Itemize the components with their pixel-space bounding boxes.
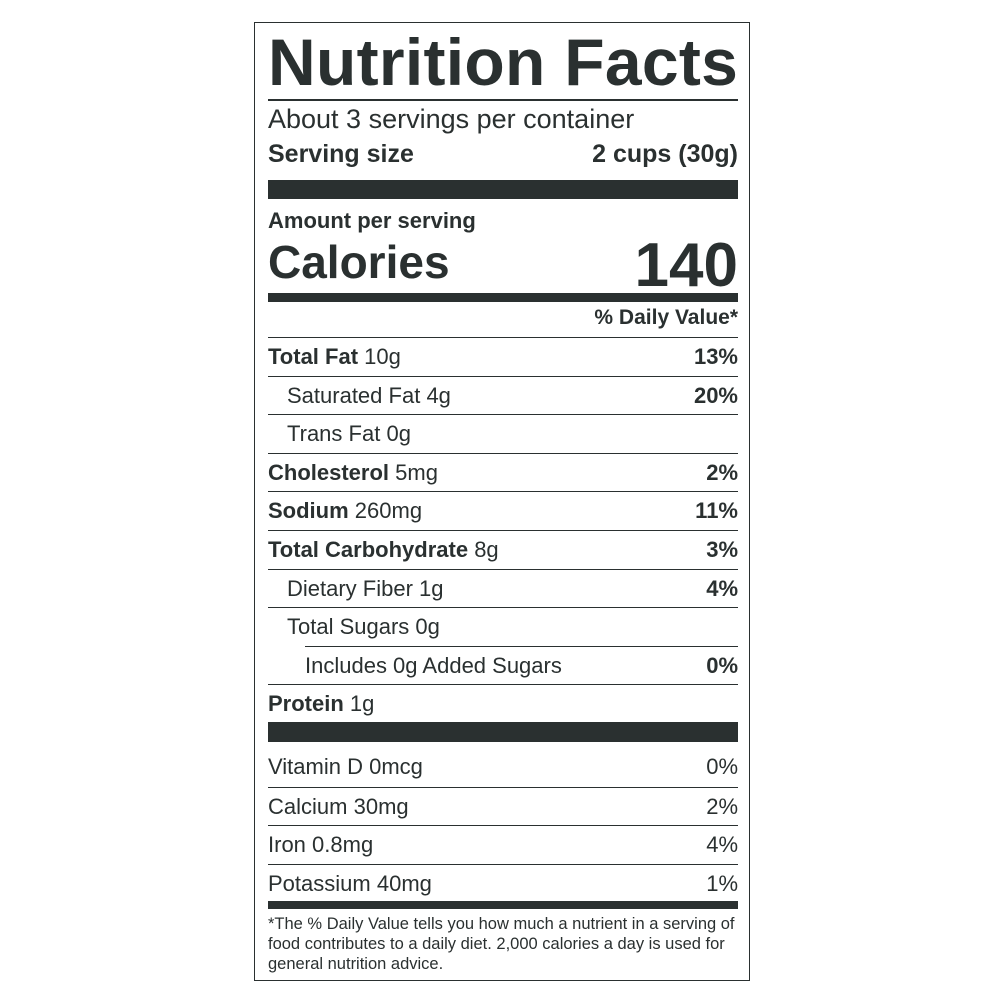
nutrient-label: Total Carbohydrate 8g: [268, 531, 499, 568]
nutrient-name: Trans Fat: [287, 421, 381, 447]
nutrient-amount: 0g: [415, 614, 440, 640]
nutrient-name: Sodium: [268, 498, 349, 524]
nutrient-row: Total Carbohydrate 8g 3%: [268, 530, 738, 568]
nutrient-amount: 1g: [349, 691, 375, 717]
calories-value: 140: [634, 231, 738, 300]
nutrient-amount: 40mg: [376, 870, 432, 896]
medium-divider: [268, 293, 738, 302]
amount-per-serving: Amount per serving: [268, 208, 476, 233]
nutrient-amount: 30mg: [353, 793, 409, 819]
nutrient-name: Vitamin D: [268, 754, 363, 779]
calories-row: Calories 140: [268, 222, 738, 302]
nutrient-row: Total Sugars 0g: [268, 607, 738, 645]
serving-size-value: 2 cups (30g): [592, 140, 738, 168]
nutrient-name: Total Carbohydrate: [268, 537, 469, 562]
label-title: Nutrition Facts: [268, 25, 739, 99]
nutrient-label: Sodium 260mg: [268, 492, 422, 529]
divider: [268, 99, 738, 101]
nutrient-row: Saturated Fat 4g 20%: [268, 375, 738, 414]
daily-value-percent: 4%: [706, 575, 738, 601]
nutrient-label: Saturated Fat 4g: [268, 377, 451, 414]
calories-label: Calories: [268, 236, 450, 288]
nutrient-amount: 260mg: [354, 498, 423, 524]
nutrient-row: Dietary Fiber 1g 4%: [268, 568, 738, 607]
nutrient-label: Calcium 30mg: [268, 788, 409, 825]
nutrient-name: Calcium: [268, 793, 348, 819]
nutrient-amount: 0mcg: [369, 754, 423, 779]
nutrient-row: Potassium 40mg 1%: [268, 863, 738, 902]
nutrient-name: Potassium: [268, 870, 371, 896]
daily-value-percent: 3%: [706, 537, 738, 562]
nutrient-name: Total Sugars: [287, 614, 410, 640]
nutrient-row: Iron 0.8mg 4%: [268, 825, 738, 863]
nutrient-label: Total Fat 10g: [268, 338, 401, 375]
nutrient-row: Trans Fat 0g: [268, 414, 738, 452]
nutrient-label: Vitamin D 0mcg: [268, 748, 423, 786]
daily-value-percent: 1%: [706, 870, 738, 896]
daily-value-percent: 20%: [693, 382, 738, 408]
nutrient-row: Total Fat 10g 13%: [268, 337, 738, 375]
nutrient-amount: 8g: [474, 537, 499, 562]
nutrient-row: Calcium 30mg 2%: [268, 786, 738, 825]
nutrient-amount: 0.8mg: [312, 832, 374, 858]
daily-value-percent: 13%: [693, 344, 738, 369]
nutrient-name: Saturated Fat: [287, 382, 421, 408]
nutrient-label: Iron 0.8mg: [268, 826, 373, 863]
nutrient-amount: 4g: [426, 382, 451, 408]
nutrient-label: Dietary Fiber 1g: [268, 570, 444, 607]
serving-size: Serving size 2 cups (30g): [268, 138, 738, 170]
nutrient-row: Protein 1g: [268, 684, 738, 722]
nutrient-name: Iron: [268, 832, 306, 858]
nutrient-name: Protein: [268, 691, 344, 717]
medium-divider: [268, 901, 738, 909]
footnote: *The % Daily Value tells you how much a …: [268, 915, 735, 973]
nutrient-label: Total Sugars 0g: [268, 608, 440, 645]
nutrient-row: Cholesterol 5mg 2%: [268, 452, 738, 491]
daily-value-percent: 0%: [706, 652, 738, 678]
nutrient-label: Cholesterol 5mg: [268, 454, 438, 491]
thick-divider: [268, 180, 738, 199]
nutrient-row: Vitamin D 0mcg 0%: [268, 748, 738, 786]
daily-value-percent: 2%: [706, 459, 738, 485]
nutrient-amount: 10g: [364, 344, 401, 369]
label-border: [254, 22, 750, 981]
servings-per-container: About 3 servings per container: [268, 104, 635, 134]
nutrient-name: Dietary Fiber: [287, 575, 413, 601]
daily-value-percent: 0%: [706, 754, 738, 779]
nutrient-amount: 1g: [419, 575, 444, 601]
nutrient-label: Protein 1g: [268, 685, 374, 722]
nutrient-name: Includes 0g Added Sugars: [305, 652, 562, 678]
nutrient-amount: 5mg: [395, 459, 438, 485]
nutrient-label: Potassium 40mg: [268, 865, 432, 902]
daily-value-header: % Daily Value*: [594, 306, 738, 329]
serving-size-label: Serving size: [268, 140, 414, 168]
nutrient-row: Includes 0g Added Sugars 0%: [305, 645, 738, 684]
nutrient-row: Sodium 260mg 11%: [268, 491, 738, 529]
thick-divider: [268, 722, 738, 742]
daily-value-percent: 2%: [706, 793, 738, 819]
nutrient-label: Includes 0g Added Sugars: [305, 647, 562, 684]
nutrient-name: Total Fat: [268, 344, 359, 369]
daily-value-percent: 11%: [695, 498, 738, 524]
daily-value-percent: 4%: [706, 832, 738, 858]
nutrient-name: Cholesterol: [268, 459, 390, 485]
nutrient-label: Trans Fat 0g: [268, 415, 411, 452]
nutrient-amount: 0g: [386, 421, 411, 447]
